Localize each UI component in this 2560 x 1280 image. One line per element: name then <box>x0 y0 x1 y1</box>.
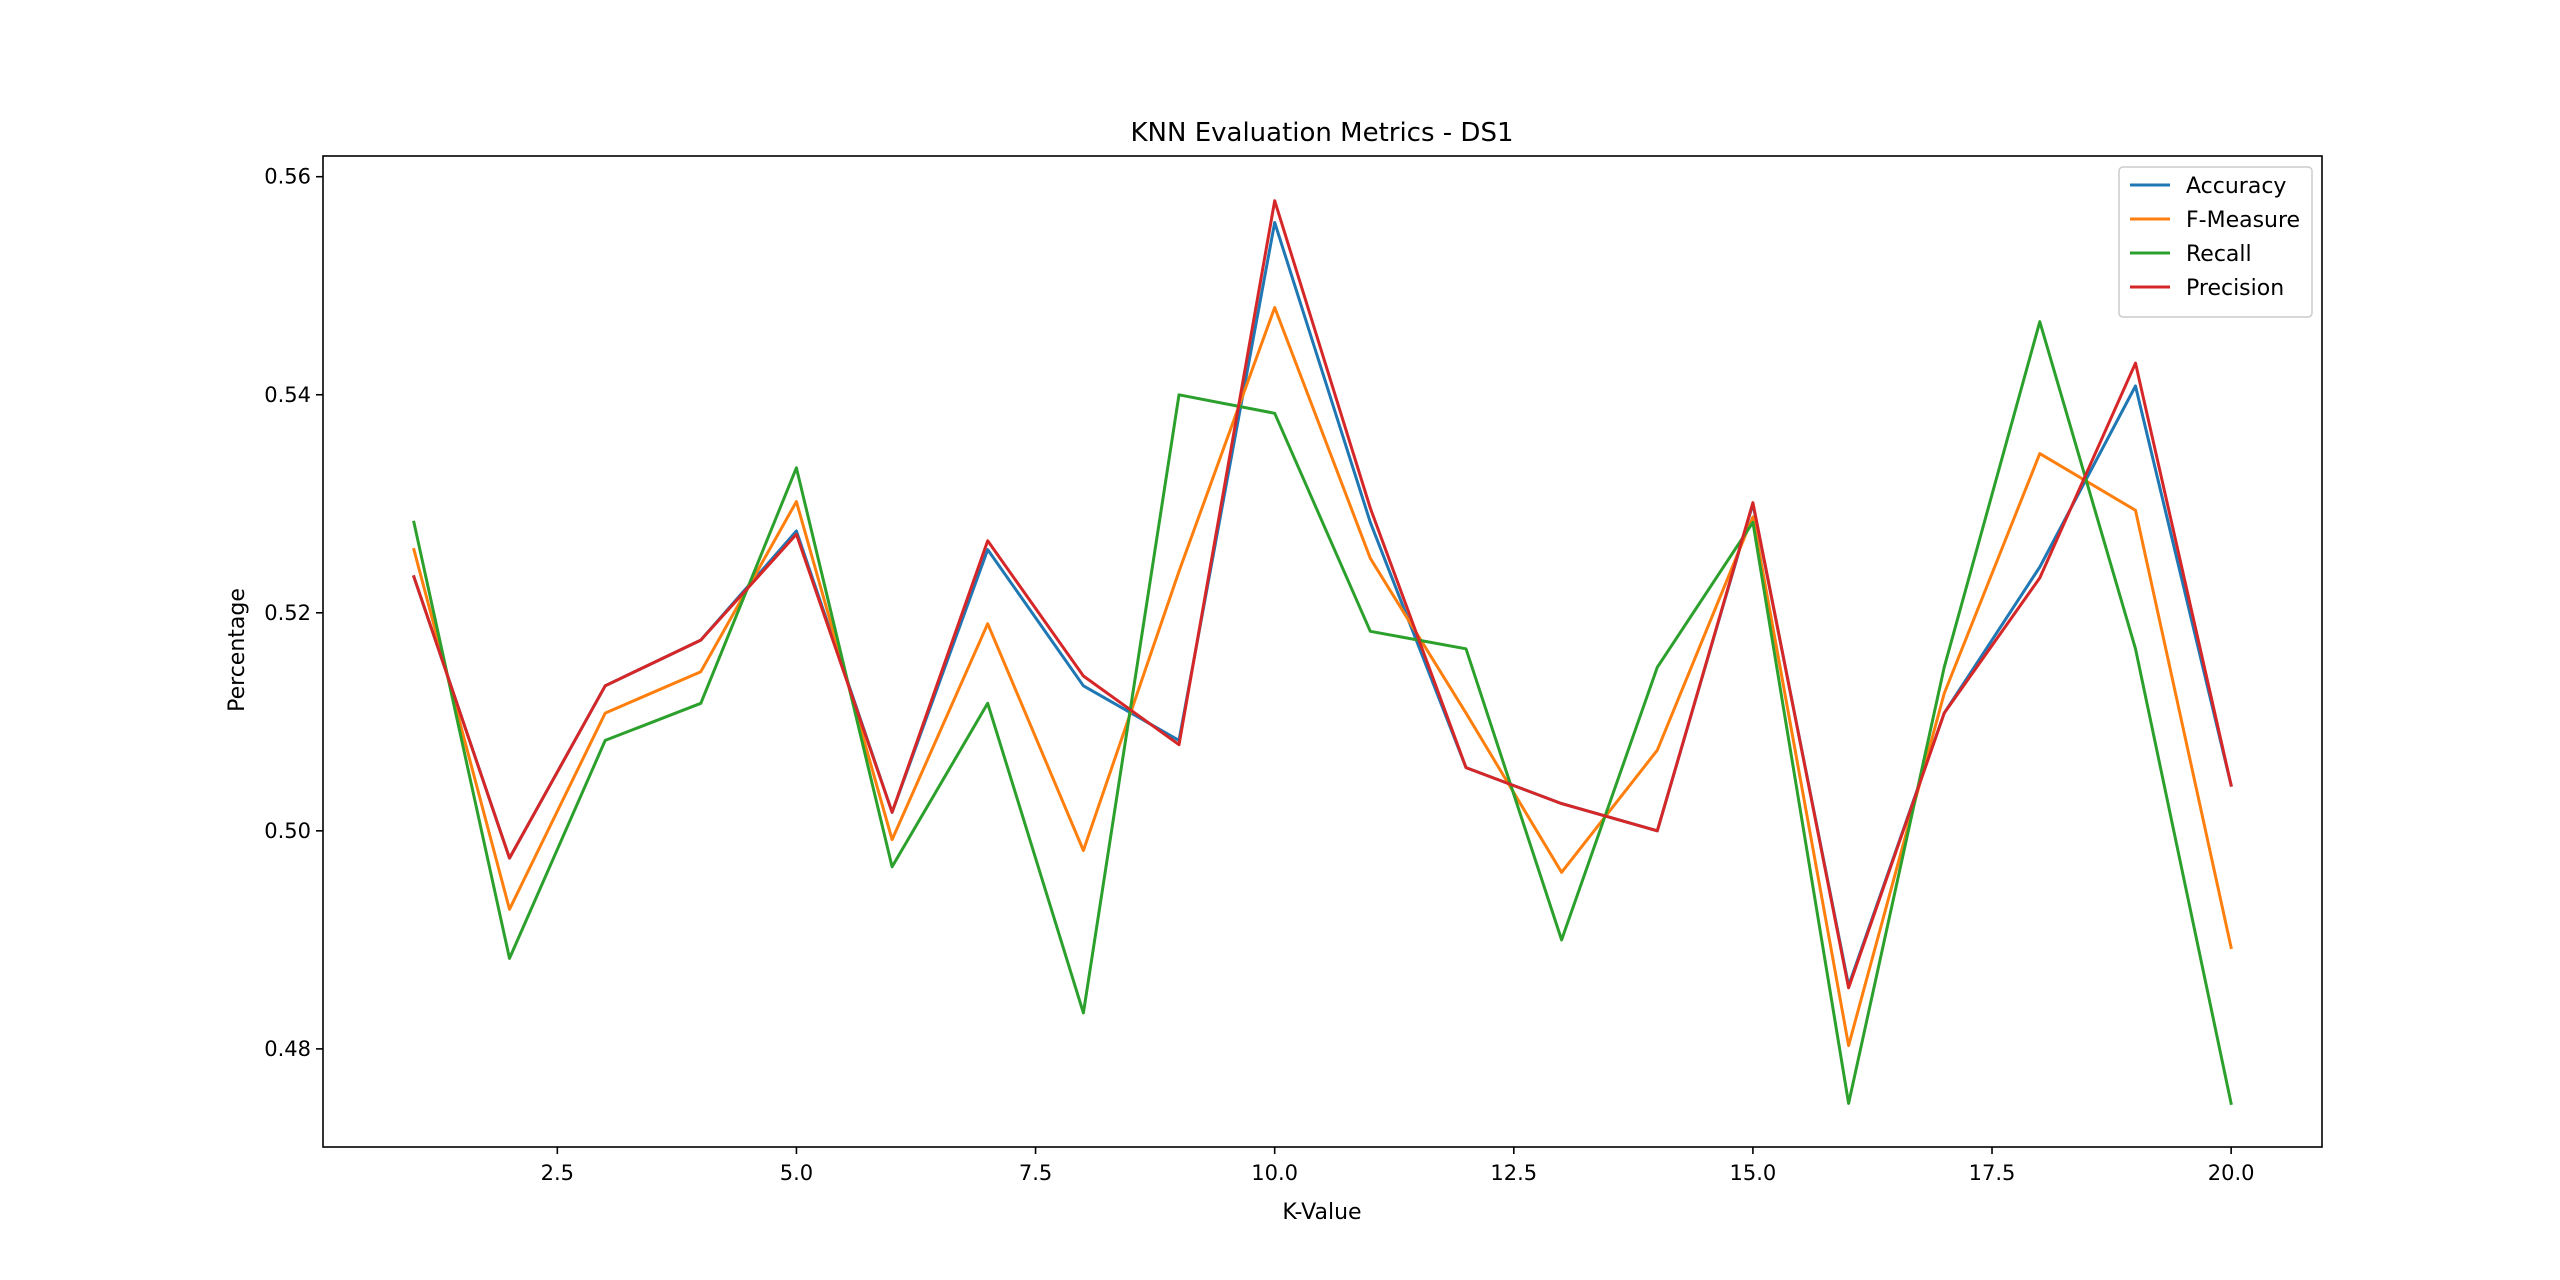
y-tick-label: 0.50 <box>264 819 311 843</box>
x-axis-label: K-Value <box>1282 1200 1361 1225</box>
chart-title: KNN Evaluation Metrics - DS1 <box>1130 118 1513 148</box>
x-tick-label: 20.0 <box>2208 1161 2255 1185</box>
y-tick-label: 0.52 <box>264 601 311 625</box>
y-axis-ticks: 0.48 0.50 0.52 0.54 0.56 <box>264 165 323 1061</box>
x-tick-label: 17.5 <box>1969 1161 2016 1185</box>
y-tick-label: 0.54 <box>264 383 311 407</box>
x-axis-ticks: 2.5 5.0 7.5 10.0 12.5 15.0 17.5 20.0 <box>541 1147 2255 1185</box>
legend-label-f-measure: F-Measure <box>2186 208 2300 233</box>
series-line-precision <box>411 199 2233 990</box>
x-tick-label: 7.5 <box>1019 1161 1052 1185</box>
legend-box <box>2118 166 2313 318</box>
x-tick-label: 10.0 <box>1251 1161 1298 1185</box>
x-tick-label: 5.0 <box>780 1161 813 1185</box>
x-tick-label: 2.5 <box>541 1161 574 1185</box>
legend: Accuracy F-Measure Recall Precision <box>2118 166 2313 318</box>
legend-label-accuracy: Accuracy <box>2186 174 2286 199</box>
legend-label-recall: Recall <box>2186 242 2252 267</box>
y-tick-label: 0.48 <box>264 1037 311 1061</box>
plot-frame <box>322 155 2323 1148</box>
series-line-recall <box>412 320 2233 1106</box>
x-tick-label: 15.0 <box>1730 1161 1777 1185</box>
series-lines <box>411 199 2233 1106</box>
x-tick-label: 12.5 <box>1490 1161 1537 1185</box>
y-axis-label: Percentage <box>225 588 250 712</box>
y-tick-label: 0.56 <box>264 165 311 189</box>
legend-label-precision: Precision <box>2186 276 2284 301</box>
series-line-f-measure <box>412 306 2233 1048</box>
